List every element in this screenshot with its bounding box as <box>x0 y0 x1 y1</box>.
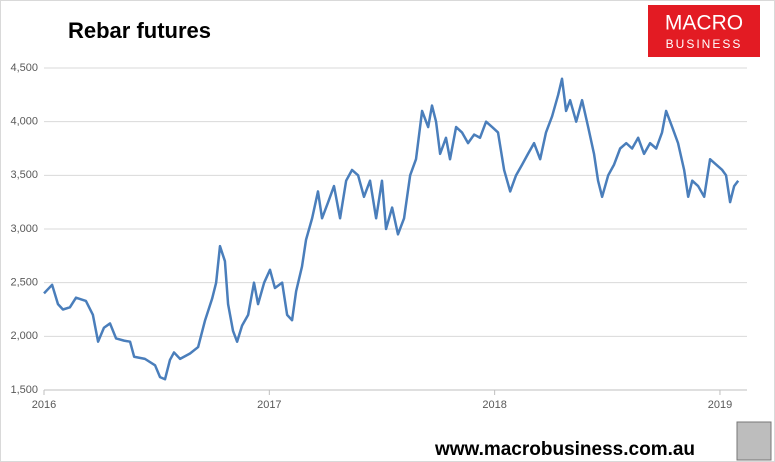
data-line <box>43 77 740 381</box>
logo-text: MACRO <box>665 12 743 35</box>
x-tick-label: 2017 <box>257 399 281 411</box>
y-tick-label: 2,500 <box>10 277 38 289</box>
footer-url: www.macrobusiness.com.au <box>434 439 695 460</box>
y-tick-label: 2,000 <box>10 330 38 342</box>
y-tick-label: 1,500 <box>10 384 38 396</box>
logo-box <box>648 5 760 57</box>
logo-icon <box>736 421 772 461</box>
logo-text: BUSINESS <box>666 37 743 51</box>
x-tick-label: 2019 <box>708 399 732 411</box>
x-tick-label: 2018 <box>482 399 506 411</box>
x-tick-label: 2016 <box>32 399 56 411</box>
y-tick-label: 4,500 <box>10 62 38 74</box>
y-tick-label: 3,000 <box>10 223 38 235</box>
y-tick-label: 3,500 <box>10 169 38 181</box>
y-tick-label: 4,000 <box>10 116 38 128</box>
chart-title: Rebar futures <box>68 18 211 43</box>
